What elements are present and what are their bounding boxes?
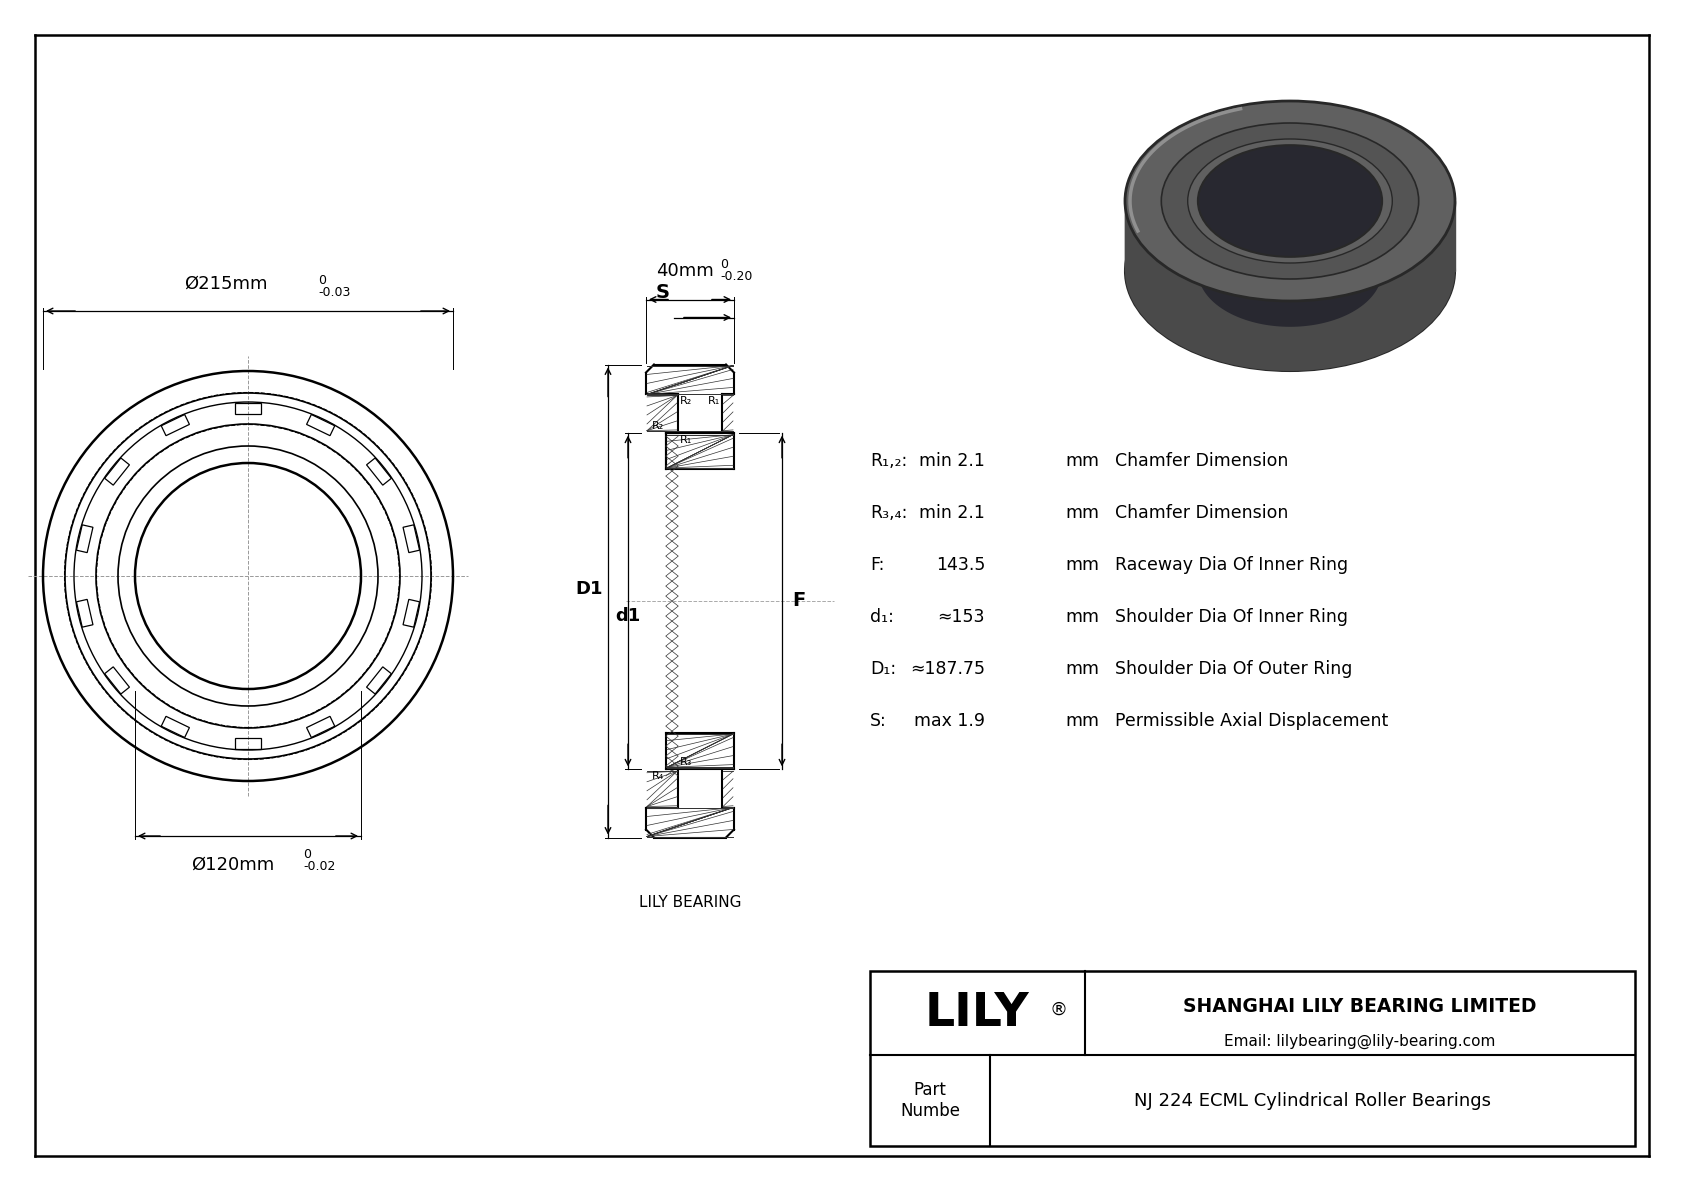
Text: Chamfer Dimension: Chamfer Dimension — [1115, 453, 1288, 470]
Polygon shape — [1125, 201, 1130, 272]
Text: R₃,₄:: R₃,₄: — [871, 504, 908, 522]
Text: mm: mm — [1064, 607, 1100, 626]
Text: d1: d1 — [615, 607, 640, 625]
Text: SHANGHAI LILY BEARING LIMITED: SHANGHAI LILY BEARING LIMITED — [1184, 997, 1537, 1016]
Text: mm: mm — [1064, 556, 1100, 574]
Text: 143.5: 143.5 — [936, 556, 985, 574]
Text: mm: mm — [1064, 660, 1100, 678]
Polygon shape — [1197, 201, 1383, 326]
Ellipse shape — [1187, 139, 1393, 263]
Text: 0: 0 — [318, 274, 327, 287]
Text: Shoulder Dia Of Outer Ring: Shoulder Dia Of Outer Ring — [1115, 660, 1352, 678]
Text: ®: ® — [1049, 1000, 1068, 1019]
Text: D1: D1 — [576, 580, 603, 598]
Text: Raceway Dia Of Inner Ring: Raceway Dia Of Inner Ring — [1115, 556, 1349, 574]
Text: 0: 0 — [721, 258, 727, 272]
Text: D₁:: D₁: — [871, 660, 896, 678]
Ellipse shape — [1125, 101, 1455, 301]
Text: S:: S: — [871, 712, 887, 730]
Text: min 2.1: min 2.1 — [919, 453, 985, 470]
Text: mm: mm — [1064, 712, 1100, 730]
Text: Chamfer Dimension: Chamfer Dimension — [1115, 504, 1288, 522]
Ellipse shape — [1125, 172, 1455, 372]
Text: 40mm: 40mm — [657, 262, 714, 280]
Text: NJ 224 ECML Cylindrical Roller Bearings: NJ 224 ECML Cylindrical Roller Bearings — [1133, 1091, 1490, 1110]
Text: d₁:: d₁: — [871, 607, 894, 626]
Text: Shoulder Dia Of Inner Ring: Shoulder Dia Of Inner Ring — [1115, 607, 1347, 626]
Text: R₃: R₃ — [680, 757, 692, 767]
Text: R₁: R₁ — [707, 397, 721, 406]
Ellipse shape — [1197, 145, 1383, 257]
Text: R₂: R₂ — [652, 420, 663, 431]
Text: -0.20: -0.20 — [721, 270, 753, 283]
Text: S: S — [657, 282, 670, 301]
Text: F: F — [791, 592, 805, 611]
Text: Ø120mm: Ø120mm — [192, 856, 274, 874]
Text: mm: mm — [1064, 504, 1100, 522]
Text: ≈187.75: ≈187.75 — [909, 660, 985, 678]
Text: LILY BEARING: LILY BEARING — [638, 894, 741, 910]
Text: R₂: R₂ — [680, 397, 692, 406]
Text: Email: lilybearing@lily-bearing.com: Email: lilybearing@lily-bearing.com — [1224, 1034, 1495, 1048]
Polygon shape — [1450, 201, 1455, 272]
Ellipse shape — [1162, 123, 1418, 279]
Bar — [871, 971, 1635, 1146]
Text: Ø215mm: Ø215mm — [184, 275, 268, 293]
Text: Part
Numbe: Part Numbe — [899, 1081, 960, 1120]
Text: min 2.1: min 2.1 — [919, 504, 985, 522]
Text: R₁: R₁ — [680, 435, 692, 444]
Text: mm: mm — [1064, 453, 1100, 470]
Polygon shape — [1125, 201, 1455, 370]
Text: -0.02: -0.02 — [303, 860, 335, 873]
Text: F:: F: — [871, 556, 884, 574]
Text: LILY: LILY — [925, 991, 1029, 1035]
Text: 0: 0 — [303, 848, 312, 861]
Text: Permissible Axial Displacement: Permissible Axial Displacement — [1115, 712, 1388, 730]
Text: -0.03: -0.03 — [318, 286, 350, 299]
Text: R₄: R₄ — [652, 772, 663, 781]
Text: R₁,₂:: R₁,₂: — [871, 453, 908, 470]
Text: max 1.9: max 1.9 — [914, 712, 985, 730]
Text: ≈153: ≈153 — [938, 607, 985, 626]
